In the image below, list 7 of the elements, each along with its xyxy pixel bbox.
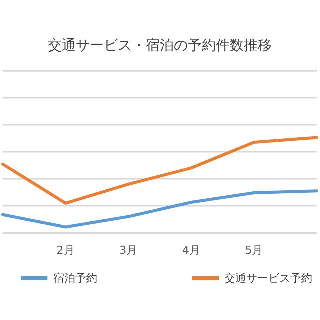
chart-title: 交通サービス・宿泊の予約件数推移	[48, 38, 272, 54]
legend-label: 宿泊予約	[53, 272, 98, 285]
x-tick-label: 4月	[182, 244, 200, 257]
x-tick-label: 5月	[245, 244, 264, 257]
legend-label: 交通サービス予約	[224, 272, 313, 285]
x-tick-label: 2月	[56, 244, 75, 257]
x-tick-label: 3月	[120, 244, 138, 257]
